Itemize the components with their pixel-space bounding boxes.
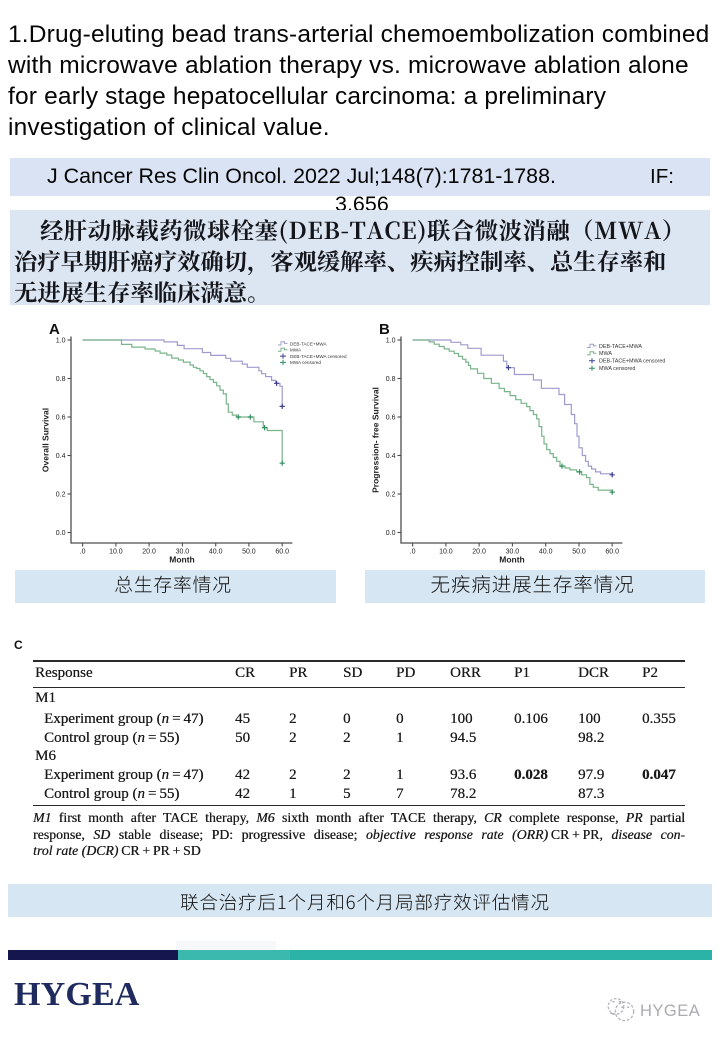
svg-text:0.0: 0.0 xyxy=(386,530,396,537)
svg-text:MWA: MWA xyxy=(290,348,302,353)
svg-text:MWA: MWA xyxy=(599,351,612,357)
svg-text:DEB-TACE+MWA censored: DEB-TACE+MWA censored xyxy=(599,359,665,365)
svg-text:MWA censored: MWA censored xyxy=(599,366,635,372)
svg-text:0.4: 0.4 xyxy=(386,453,396,460)
svg-text:DEB-TACE+MWA censored: DEB-TACE+MWA censored xyxy=(290,354,347,359)
svg-text:0.4: 0.4 xyxy=(56,453,66,460)
svg-text:B: B xyxy=(379,321,390,338)
svg-text:30.0: 30.0 xyxy=(176,549,190,556)
svg-text:Month: Month xyxy=(169,555,195,565)
svg-text:0.6: 0.6 xyxy=(56,414,66,421)
svg-text:0.2: 0.2 xyxy=(56,491,66,498)
svg-text:40.0: 40.0 xyxy=(539,549,553,556)
svg-text:1.0: 1.0 xyxy=(386,337,396,344)
svg-text:10.0: 10.0 xyxy=(109,549,123,556)
svg-text:50.0: 50.0 xyxy=(242,549,256,556)
svg-text:MWA censored: MWA censored xyxy=(290,360,321,365)
svg-text:Progression- free Survival: Progression- free Survival xyxy=(371,387,381,493)
svg-text:30.0: 30.0 xyxy=(506,549,520,556)
svg-text:Overall Survival: Overall Survival xyxy=(41,408,51,472)
svg-text:DEB-TACE+MWA: DEB-TACE+MWA xyxy=(599,344,642,350)
svg-text:1.0: 1.0 xyxy=(56,337,66,344)
svg-text:20.0: 20.0 xyxy=(472,549,486,556)
svg-text:0.2: 0.2 xyxy=(386,491,396,498)
svg-text:20.0: 20.0 xyxy=(142,549,156,556)
svg-text:40.0: 40.0 xyxy=(209,549,223,556)
svg-text:50.0: 50.0 xyxy=(572,549,586,556)
svg-text:.0: .0 xyxy=(410,549,416,556)
svg-text:A: A xyxy=(49,321,60,338)
svg-text:DEB-TACE+MWA: DEB-TACE+MWA xyxy=(290,341,328,346)
svg-text:0.6: 0.6 xyxy=(386,414,396,421)
svg-text:60.0: 60.0 xyxy=(275,549,289,556)
svg-text:Month: Month xyxy=(499,555,525,565)
svg-text:0.0: 0.0 xyxy=(56,530,66,537)
svg-text:.0: .0 xyxy=(80,549,86,556)
svg-text:10.0: 10.0 xyxy=(439,549,453,556)
svg-text:0.8: 0.8 xyxy=(56,376,66,383)
svg-text:0.8: 0.8 xyxy=(386,376,396,383)
svg-text:60.0: 60.0 xyxy=(605,549,619,556)
